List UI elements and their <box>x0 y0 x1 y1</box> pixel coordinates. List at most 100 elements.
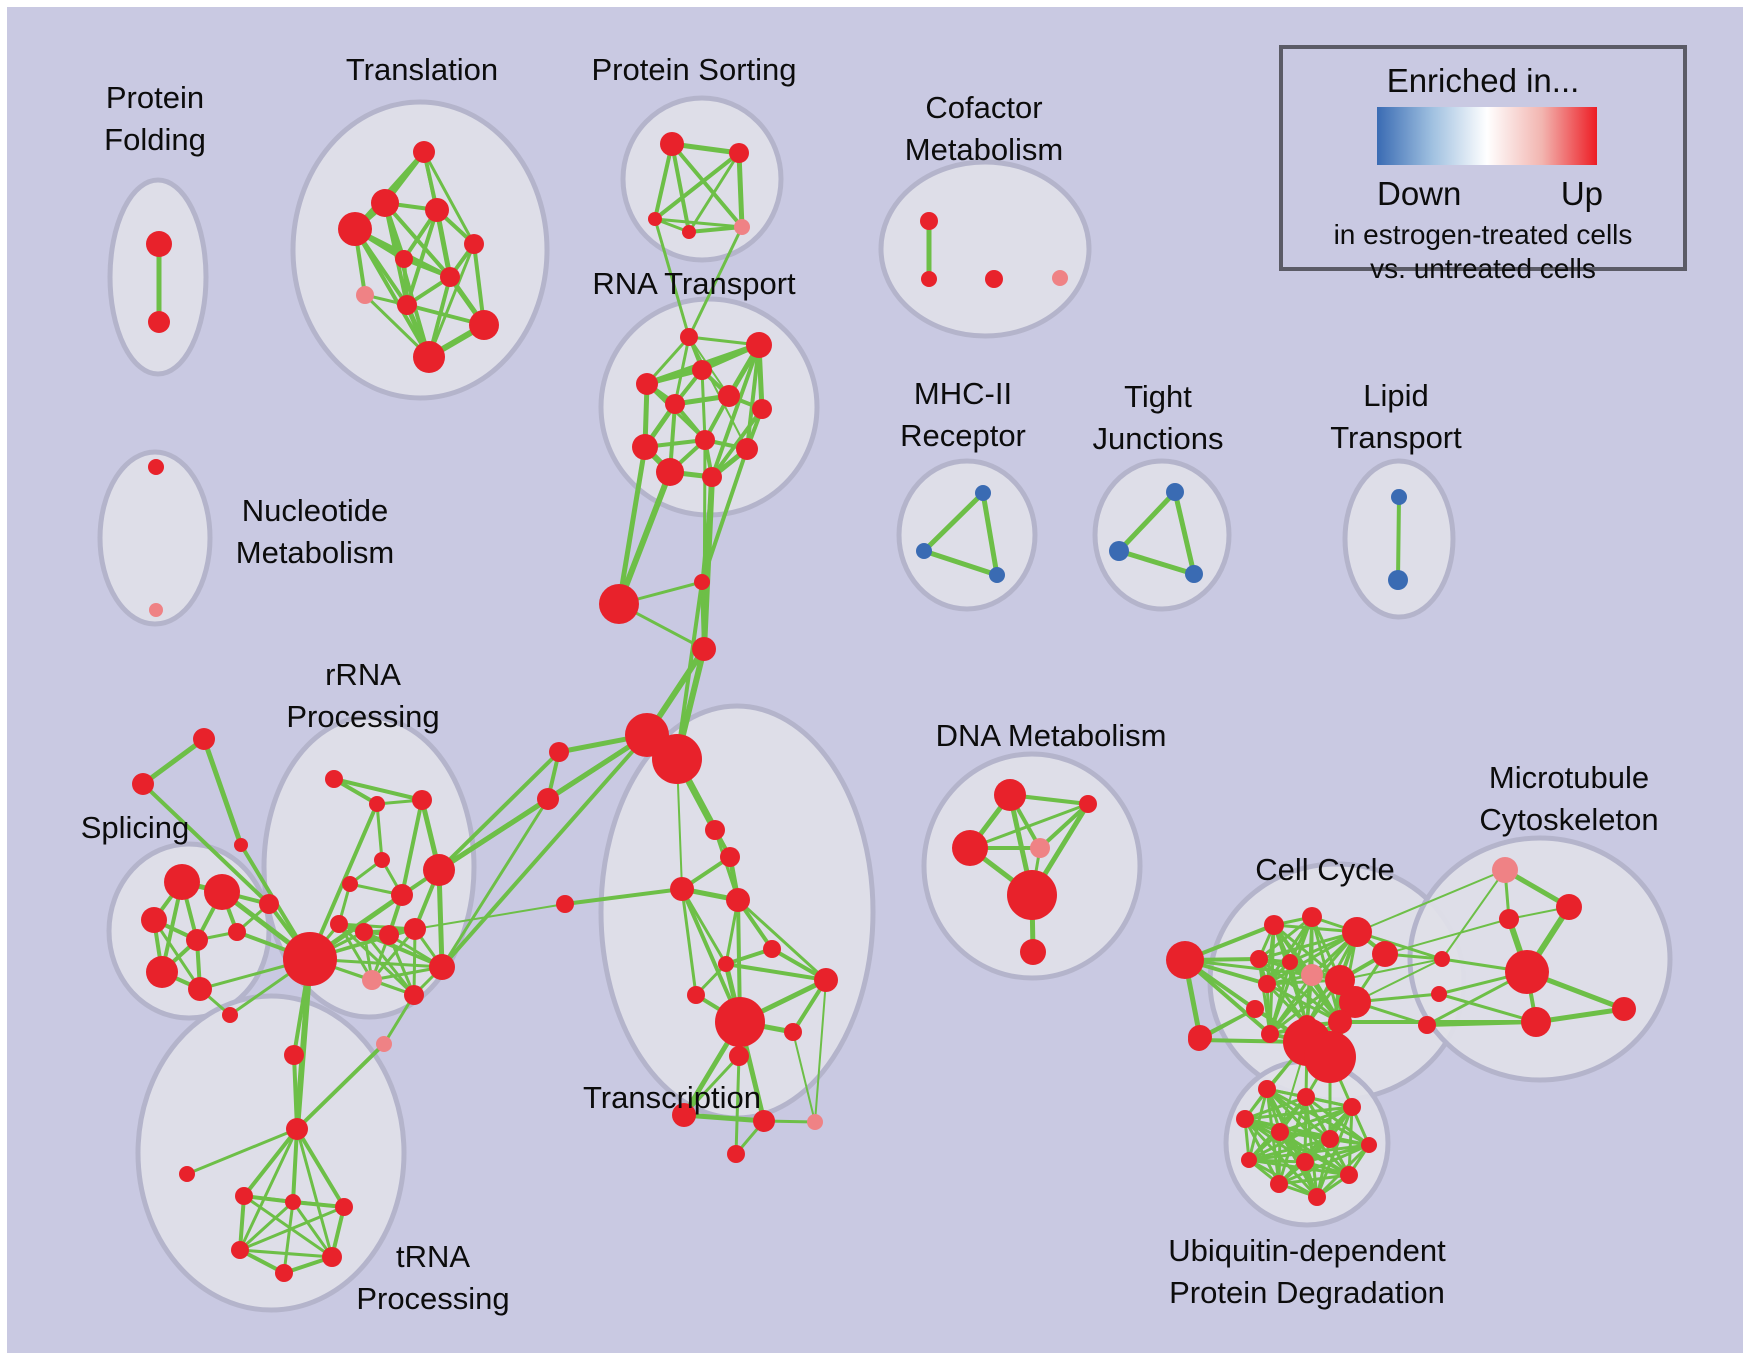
cluster-label-dna-metabolism: DNA Metabolism <box>936 718 1167 753</box>
gene-set-node-ub11-red <box>1270 1175 1288 1193</box>
gene-set-node-ps2-red <box>729 143 749 163</box>
network-edge <box>653 142 674 221</box>
network-edge <box>238 1194 246 1252</box>
gene-set-node-tl6-red <box>395 250 413 268</box>
gene-set-node-rr6-red <box>391 884 413 906</box>
gene-set-node-ub9-red <box>1296 1153 1314 1171</box>
cluster-ellipse-mhc-ii-receptor <box>896 458 1038 612</box>
gene-set-node-rr8-red <box>330 915 348 933</box>
cluster-label-ubiquitin-dependent-protein-degradation: Protein Degradation <box>1169 1275 1445 1310</box>
gene-set-node-nm2-pink <box>149 603 163 617</box>
gene-set-node-tl8-pink <box>356 286 374 304</box>
network-edge <box>414 903 566 930</box>
cluster-label-transcription: Transcription <box>583 1080 761 1115</box>
gene-set-node-mt6-red <box>1612 997 1636 1021</box>
gene-set-node-sp4-red <box>186 929 208 951</box>
network-mesh-edge-rrna-core-mesh <box>337 922 417 931</box>
gene-set-node-c2-red <box>694 574 710 590</box>
gene-set-node-cch-red <box>1166 941 1204 979</box>
network-edge <box>616 444 648 607</box>
network-edge <box>1038 802 1090 850</box>
gene-set-node-rt3-red <box>692 360 712 380</box>
cluster-label-microtubule-cytoskeleton: Microtubule <box>1489 760 1649 795</box>
cluster-label-mhc-ii-receptor: MHC-II <box>914 376 1012 411</box>
network-edge <box>814 979 827 1123</box>
network-edge <box>1172 489 1197 577</box>
network-mesh-edge-rrna-core-mesh <box>337 922 416 997</box>
gene-set-node-c3-red <box>692 637 716 661</box>
network-edge <box>383 201 452 279</box>
network-edge <box>294 956 313 1132</box>
network-edge <box>700 368 707 442</box>
network-edge <box>201 736 244 848</box>
gene-set-node-mt5-red <box>1521 1007 1551 1037</box>
gene-set-node-mh3-blue <box>989 567 1005 583</box>
cluster-ellipse-nucleotide-metabolism <box>97 449 213 627</box>
gene-set-node-rr1-red <box>325 770 343 788</box>
gene-set-node-ub8-red <box>1241 1152 1257 1168</box>
network-edge <box>734 1054 741 1156</box>
gene-set-node-trg1-red <box>193 728 215 750</box>
gene-set-node-cc3-red <box>1302 907 1322 927</box>
network-edge <box>291 1127 299 1204</box>
network-mesh-edge-ubiquitin-mesh <box>1243 1095 1308 1121</box>
network-edge <box>238 1200 295 1252</box>
gene-set-node-cc4-red <box>1342 917 1372 947</box>
network-edge <box>1354 958 1443 1003</box>
gene-set-node-tl5-red <box>464 234 484 254</box>
gene-set-node-tn3-red <box>285 1194 301 1210</box>
gene-set-node-rt6-red <box>665 394 685 414</box>
gene-set-node-rr5-red <box>342 876 358 892</box>
legend-gradient-bar <box>1377 107 1597 165</box>
gene-set-node-rr17-red <box>222 1007 238 1023</box>
gene-set-node-dn4-pink <box>1030 838 1050 858</box>
gene-set-node-txd-red <box>763 940 781 958</box>
gene-set-node-txf-red <box>814 968 838 992</box>
network-edge <box>675 580 704 761</box>
gene-set-node-tl2-red <box>371 189 399 217</box>
cluster-label-rna-transport: RNA Transport <box>592 266 796 301</box>
gene-set-node-txc-red <box>726 888 750 912</box>
network-edge <box>688 336 748 450</box>
gene-set-node-rt5-red <box>718 385 740 407</box>
gene-set-node-rt4-red <box>636 373 658 395</box>
gene-set-node-txe-red <box>718 956 734 972</box>
network-edge <box>152 918 202 991</box>
cluster-ellipse-cofactor-metabolism <box>878 159 1092 339</box>
gene-set-node-co1-red <box>920 212 938 230</box>
gene-set-node-ps5-pink <box>734 219 750 235</box>
gene-set-node-rt9-red <box>632 434 658 460</box>
network-edge <box>400 798 424 897</box>
network-edge <box>653 217 691 339</box>
gene-set-node-cc6-red <box>1250 950 1268 968</box>
gene-set-node-ps1-red <box>660 132 684 156</box>
gene-set-node-co3-red <box>985 270 1003 288</box>
gene-set-node-tl4-red <box>338 212 372 246</box>
network-edge <box>736 898 828 982</box>
gene-set-node-sp7-red <box>188 977 212 1001</box>
network-edge <box>563 887 684 906</box>
cluster-ellipse-trna-processing <box>135 993 407 1313</box>
cluster-label-protein-sorting: Protein Sorting <box>591 52 796 87</box>
cluster-label-splicing: Splicing <box>81 810 190 845</box>
gene-set-node-mt9-red <box>1418 1016 1436 1034</box>
gene-set-node-rt8-red <box>695 430 715 450</box>
network-edge <box>792 1031 816 1123</box>
network-edge <box>332 777 424 802</box>
gene-set-node-c1-red <box>599 584 639 624</box>
gene-set-node-rt7-red <box>752 399 772 419</box>
cluster-label-microtubule-cytoskeleton: Cytoskeleton <box>1479 802 1658 837</box>
gene-set-node-ub3-red <box>1343 1098 1361 1116</box>
gene-set-node-trg2-red <box>132 773 154 795</box>
legend-box: Enriched in... Down Up in estrogen-treat… <box>1279 45 1687 284</box>
network-mesh-edge-rrna-core-mesh <box>370 927 417 982</box>
gene-set-node-rt2-red <box>746 332 772 358</box>
gene-set-node-mt3-red <box>1499 909 1519 929</box>
cluster-label-tight-junctions: Junctions <box>1093 421 1224 456</box>
gene-set-node-cc5-red <box>1372 941 1398 967</box>
gene-set-node-rt11-red <box>656 458 684 486</box>
gene-set-node-ubl-red <box>1188 1029 1210 1051</box>
gene-set-node-txa-red <box>720 847 740 867</box>
network-mesh-edge-cell-cycle-core-mesh <box>1268 915 1314 1036</box>
